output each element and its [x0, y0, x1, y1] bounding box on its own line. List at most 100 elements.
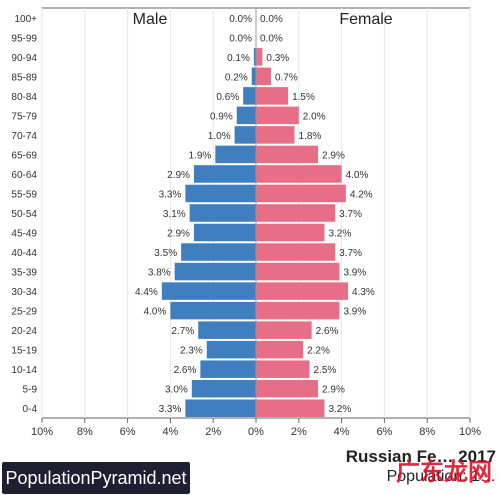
female-bar [256, 204, 336, 222]
female-bar [256, 262, 340, 281]
male-bar [181, 243, 256, 261]
female-value-label: 3.7% [339, 248, 362, 259]
male-value-label: 0.6% [216, 92, 239, 103]
female-value-label: 3.2% [328, 229, 351, 240]
age-group-label: 75-79 [11, 111, 37, 122]
male-value-label: 0.0% [229, 14, 252, 25]
male-bar [198, 321, 256, 339]
female-bar [256, 67, 271, 86]
male-value-label: 4.0% [144, 307, 167, 318]
male-bar [236, 106, 256, 125]
male-value-label: 0.1% [227, 53, 250, 64]
female-value-label: 2.5% [314, 365, 337, 376]
male-header: Male [133, 11, 168, 28]
chart-caption-title: Russian Fe… 2017 [345, 447, 496, 466]
age-group-label: 30-34 [11, 287, 37, 298]
male-value-label: 3.3% [159, 404, 182, 415]
age-group-label: 10-14 [11, 365, 37, 376]
male-bar [193, 223, 256, 242]
age-group-label: 90-94 [11, 53, 37, 64]
x-tick-label: 8% [77, 426, 93, 438]
age-group-label: 70-74 [11, 131, 37, 142]
age-group-label: 65-69 [11, 150, 37, 161]
male-value-label: 2.3% [180, 346, 203, 357]
male-bar [185, 399, 256, 417]
male-value-label: 0.0% [229, 33, 252, 44]
female-value-label: 2.9% [322, 150, 345, 161]
male-value-label: 2.9% [167, 229, 190, 240]
female-value-label: 0.0% [260, 33, 283, 44]
female-value-label: 4.3% [352, 287, 375, 298]
brand-logo[interactable]: PopulationPyramid.net [2, 462, 190, 494]
female-bar [256, 87, 289, 105]
male-bar [174, 262, 256, 281]
male-bar [161, 282, 256, 300]
age-group-label: 80-84 [11, 92, 37, 103]
female-value-label: 2.2% [307, 346, 330, 357]
age-group-label: 95-99 [11, 33, 37, 44]
x-tick-label: 0% [248, 426, 264, 438]
x-tick-label: 10% [459, 426, 481, 438]
age-group-label: 25-29 [11, 307, 37, 318]
male-bar [170, 301, 256, 320]
female-bar [256, 399, 325, 417]
male-value-label: 1.9% [189, 150, 212, 161]
female-value-label: 0.0% [260, 14, 283, 25]
female-bar [256, 360, 310, 378]
female-value-label: 3.2% [328, 404, 351, 415]
male-bar [193, 165, 256, 183]
female-value-label: 2.6% [316, 326, 339, 337]
male-value-label: 3.8% [148, 268, 171, 279]
male-bar [185, 184, 256, 203]
age-group-label: 50-54 [11, 209, 37, 220]
male-bar [251, 67, 256, 86]
x-tick-label: 8% [419, 426, 435, 438]
watermark-text: 广东龙网 [396, 458, 492, 486]
female-bar [256, 223, 325, 242]
age-group-label: 60-64 [11, 170, 37, 181]
female-value-label: 3.9% [343, 307, 366, 318]
age-group-label: 100+ [14, 14, 37, 25]
female-value-label: 3.9% [343, 268, 366, 279]
male-value-label: 0.9% [210, 111, 233, 122]
male-bar [253, 48, 256, 66]
female-value-label: 2.9% [322, 385, 345, 396]
female-bar [256, 145, 319, 164]
female-bar [256, 321, 312, 339]
chart-caption-population: Population: 1… [386, 468, 496, 485]
female-value-label: 4.0% [346, 170, 369, 181]
male-bar [189, 204, 256, 222]
female-value-label: 0.7% [275, 72, 298, 83]
x-tick-label: 4% [334, 426, 350, 438]
male-bar [191, 379, 256, 398]
age-group-label: 20-24 [11, 326, 37, 337]
male-value-label: 3.1% [163, 209, 186, 220]
age-group-label: 55-59 [11, 189, 37, 200]
female-bar [256, 48, 263, 66]
male-bar [234, 126, 256, 144]
female-bar [256, 106, 299, 125]
female-value-label: 1.5% [292, 92, 315, 103]
female-bar [256, 243, 336, 261]
x-tick-label: 4% [162, 426, 178, 438]
age-group-label: 35-39 [11, 268, 37, 279]
male-bar [215, 145, 256, 164]
female-bar [256, 282, 349, 300]
male-bar [200, 360, 256, 378]
x-tick-label: 2% [291, 426, 307, 438]
age-group-label: 15-19 [11, 346, 37, 357]
female-bar [256, 126, 295, 144]
male-value-label: 2.6% [174, 365, 197, 376]
age-group-label: 40-44 [11, 248, 37, 259]
age-group-label: 45-49 [11, 229, 37, 240]
x-tick-label: 6% [120, 426, 136, 438]
male-value-label: 2.9% [167, 170, 190, 181]
male-bar [243, 87, 256, 105]
male-value-label: 3.0% [165, 385, 188, 396]
male-value-label: 2.7% [171, 326, 194, 337]
male-value-label: 3.5% [154, 248, 177, 259]
female-value-label: 1.8% [299, 131, 322, 142]
female-bar [256, 301, 340, 320]
female-value-label: 2.0% [303, 111, 326, 122]
female-bar [256, 184, 346, 203]
